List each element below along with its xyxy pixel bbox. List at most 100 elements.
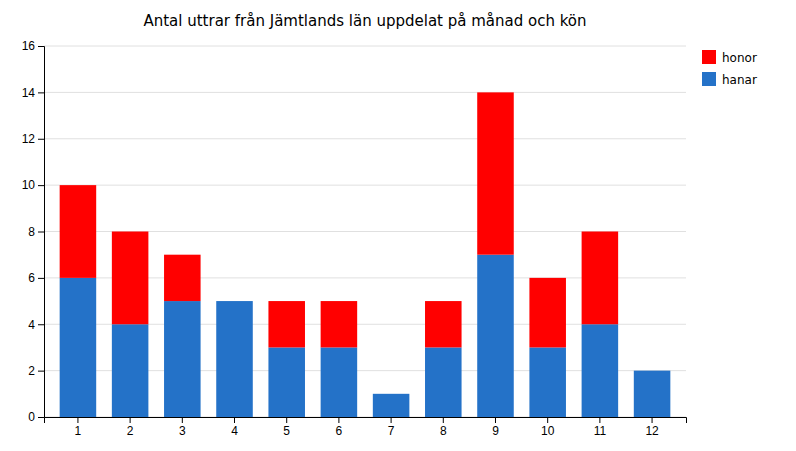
x-tick-line <box>599 417 600 423</box>
x-tick: 6 <box>336 417 343 438</box>
y-tick-label: 8 <box>28 225 35 239</box>
y-tick-line <box>38 417 44 418</box>
y-tick: 16 <box>22 39 44 53</box>
y-tick-line <box>38 371 44 372</box>
legend-item: honor <box>702 50 757 65</box>
y-tick-label: 6 <box>28 271 35 285</box>
x-tick: 7 <box>388 417 395 438</box>
x-tick: 5 <box>283 417 290 438</box>
bars <box>60 92 671 417</box>
y-tick-label: 4 <box>28 318 35 332</box>
title: Antal uttrar från Jämtlands län uppdelat… <box>143 12 586 30</box>
grid-line <box>44 92 686 93</box>
grid-line <box>44 138 686 139</box>
y-tick-label: 14 <box>22 86 36 100</box>
y-tick: 10 <box>22 178 44 192</box>
x-tick: 9 <box>492 417 499 438</box>
chart: 1234567891011120246810121416Antal uttrar… <box>0 0 796 451</box>
x-tick-line <box>495 417 496 423</box>
bar <box>216 301 253 417</box>
x-tick: 1 <box>75 417 82 438</box>
x-tick-label: 5 <box>283 424 290 438</box>
bar <box>112 324 149 417</box>
legend-label: hanar <box>722 73 757 87</box>
y-tick-label: 10 <box>22 178 36 192</box>
y-tick-line <box>38 278 44 279</box>
x-tick-label: 4 <box>231 424 238 438</box>
legend: honor hanar <box>702 50 757 87</box>
bar <box>425 347 462 417</box>
series <box>60 92 618 347</box>
y-tick: 8 <box>28 225 44 239</box>
y-tick-label: 0 <box>28 410 35 424</box>
x-tick: 10 <box>541 417 555 438</box>
bar <box>268 347 305 417</box>
x-tick-label: 10 <box>541 424 555 438</box>
legend-item: hanar <box>702 72 757 87</box>
y-tick-label: 16 <box>22 39 36 53</box>
x-tick-line <box>182 417 183 423</box>
x-tick-label: 2 <box>127 424 134 438</box>
y-tick: 4 <box>28 318 44 332</box>
x-tick: 11 <box>594 417 607 438</box>
bar <box>321 347 358 417</box>
bar <box>60 185 97 278</box>
series <box>60 255 671 417</box>
y-axis: 0 2 4 6 8 10 12 14 16 <box>22 39 45 424</box>
x-tick-label: 8 <box>440 424 447 438</box>
x-tick: 12 <box>645 417 659 438</box>
x-tick-line <box>391 417 392 423</box>
bar <box>477 92 514 254</box>
x-tick-line <box>130 417 131 423</box>
legend-swatch <box>702 50 716 64</box>
plot: 1234567891011120246810121416 <box>22 39 687 437</box>
bar <box>529 278 566 348</box>
y-tick: 12 <box>22 132 44 146</box>
bar <box>529 347 566 417</box>
x-tick-label: 3 <box>179 424 186 438</box>
x-tick: 3 <box>179 417 186 438</box>
y-tick-label: 2 <box>28 364 35 378</box>
y-tick-line <box>38 46 44 47</box>
bar <box>634 371 671 417</box>
y-tick-label: 12 <box>22 132 36 146</box>
x-tick-line <box>234 417 235 423</box>
y-tick: 14 <box>22 86 44 100</box>
x-tick-label: 1 <box>75 424 82 438</box>
bar <box>425 301 462 347</box>
grid <box>44 46 686 417</box>
grid-line <box>44 185 686 186</box>
grid-line <box>44 46 686 47</box>
x-tick: 8 <box>440 417 447 438</box>
bar <box>582 324 619 417</box>
x-tick-label: 12 <box>645 424 659 438</box>
x-tick-line <box>652 417 653 423</box>
bar <box>216 301 253 302</box>
legend-label: honor <box>722 51 757 65</box>
bar <box>373 393 410 394</box>
axis-domain <box>45 418 687 424</box>
x-tick-label: 6 <box>336 424 343 438</box>
x-tick-label: 7 <box>388 424 395 438</box>
y-tick-line <box>38 232 44 233</box>
bar <box>321 301 358 347</box>
x-tick-label: 9 <box>492 424 499 438</box>
axis-domain <box>38 47 45 418</box>
bar <box>164 301 201 417</box>
x-tick-line <box>286 417 287 423</box>
bar <box>582 232 619 325</box>
bar <box>60 278 97 417</box>
y-tick: 6 <box>28 271 44 285</box>
x-tick-line <box>547 417 548 423</box>
bar <box>634 370 671 371</box>
y-tick: 0 <box>28 410 44 424</box>
y-tick-line <box>38 92 44 93</box>
bar <box>268 301 305 347</box>
y-tick-line <box>38 324 44 325</box>
bar <box>373 394 410 417</box>
y-tick-line <box>38 185 44 186</box>
x-tick-line <box>443 417 444 423</box>
x-tick-line <box>77 417 78 423</box>
x-tick: 2 <box>127 417 134 438</box>
bar <box>164 255 201 301</box>
